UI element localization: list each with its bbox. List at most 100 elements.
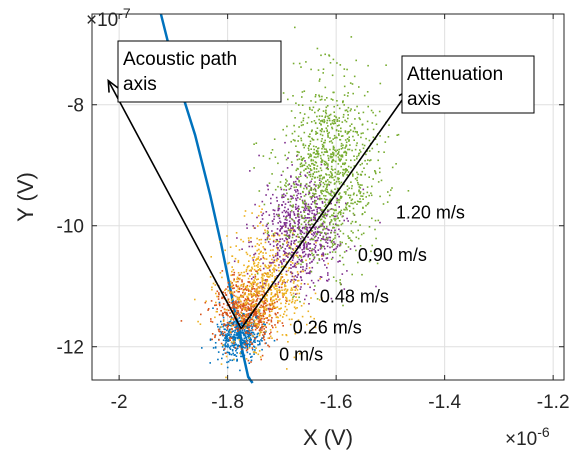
data-point <box>340 130 342 133</box>
data-point <box>319 224 321 227</box>
data-point <box>271 281 273 283</box>
data-point <box>234 301 237 304</box>
data-point <box>397 133 400 136</box>
data-point <box>267 185 269 187</box>
data-point <box>261 208 263 210</box>
data-point <box>346 203 348 205</box>
data-point <box>286 192 288 195</box>
data-point <box>302 191 304 194</box>
data-point <box>231 285 234 288</box>
data-point <box>270 296 272 299</box>
data-point <box>258 317 260 320</box>
data-point <box>334 175 336 178</box>
data-point <box>277 205 280 208</box>
speed-label: 0 m/s <box>279 345 323 365</box>
data-point <box>319 207 322 209</box>
data-point <box>325 148 327 151</box>
data-point <box>290 294 293 296</box>
data-point <box>325 151 327 153</box>
data-point <box>261 340 263 342</box>
data-point <box>306 172 309 174</box>
data-point <box>224 339 227 342</box>
data-point <box>293 214 296 216</box>
data-point <box>300 282 303 285</box>
data-point <box>316 208 318 211</box>
data-point <box>295 287 298 290</box>
data-point <box>240 311 242 314</box>
data-point <box>321 210 323 213</box>
data-point <box>340 142 343 145</box>
data-point <box>311 178 313 180</box>
data-point <box>263 307 265 310</box>
data-point <box>217 358 219 361</box>
data-point <box>289 230 292 232</box>
data-point <box>270 310 273 312</box>
data-point <box>347 220 349 222</box>
data-point <box>296 260 299 263</box>
data-point <box>327 163 329 165</box>
data-point <box>295 102 297 104</box>
data-point <box>313 317 315 320</box>
data-point <box>380 179 383 182</box>
data-point <box>280 307 282 309</box>
data-point <box>306 205 309 208</box>
data-point <box>257 310 259 313</box>
data-point <box>243 333 246 336</box>
data-point <box>295 296 297 298</box>
data-point <box>349 82 352 84</box>
data-point <box>316 233 318 236</box>
data-point <box>268 303 271 305</box>
data-point <box>301 206 303 208</box>
data-point <box>251 310 254 312</box>
data-point <box>221 314 224 316</box>
data-point <box>261 293 263 296</box>
data-point <box>235 232 238 234</box>
data-point <box>321 200 324 203</box>
data-point <box>241 332 244 334</box>
data-point <box>328 192 330 195</box>
data-point <box>368 150 371 152</box>
data-point <box>249 254 251 257</box>
data-point <box>216 290 219 293</box>
data-point <box>335 223 337 225</box>
data-point <box>287 227 289 230</box>
data-point <box>270 320 273 323</box>
data-point <box>356 155 358 158</box>
data-point <box>233 274 235 276</box>
data-point <box>282 325 284 327</box>
data-point <box>330 168 333 170</box>
data-point <box>246 266 249 269</box>
data-point <box>290 229 292 232</box>
data-point <box>289 231 292 234</box>
data-point <box>286 281 288 283</box>
data-point <box>277 312 279 314</box>
data-point <box>326 253 329 255</box>
data-point <box>204 301 207 304</box>
data-point <box>248 362 251 364</box>
data-point <box>283 215 285 218</box>
data-point <box>346 174 348 176</box>
data-point <box>237 285 240 288</box>
data-point <box>313 167 315 169</box>
data-point <box>292 95 294 97</box>
data-point <box>262 155 265 157</box>
data-point <box>227 360 230 363</box>
data-point <box>347 165 350 168</box>
data-point <box>290 264 292 266</box>
data-point <box>249 325 251 327</box>
data-point <box>315 184 317 186</box>
data-point <box>347 246 350 248</box>
data-point <box>254 203 256 206</box>
data-point <box>285 217 287 219</box>
data-point <box>319 175 321 177</box>
y-axis-exponent: ×10-7 <box>86 5 131 31</box>
data-point <box>346 110 349 113</box>
data-point <box>246 348 249 351</box>
data-point <box>333 192 335 194</box>
data-point <box>310 159 312 162</box>
data-point <box>303 243 305 245</box>
data-point <box>327 232 329 235</box>
data-point <box>261 200 264 203</box>
data-point <box>360 132 363 135</box>
data-point <box>265 284 267 287</box>
